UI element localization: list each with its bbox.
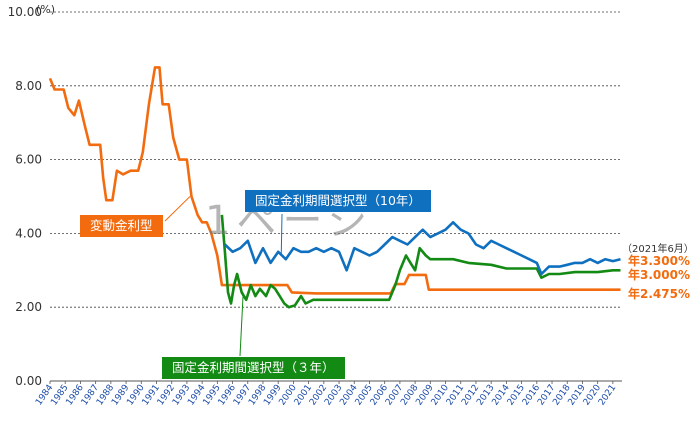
end-label-fixed-10: 年3.300% — [628, 254, 690, 268]
leader-variable-rate — [164, 196, 191, 222]
x-tick-label: 2021 — [597, 383, 618, 407]
callout-variable-rate: 変動金利型 — [80, 215, 163, 237]
end-label-variable: 年2.475% — [628, 287, 690, 301]
end-label-fixed-3: 年3.000% — [628, 268, 690, 282]
callout-fixed-10-year: 固定金利期間選択型（10年） — [245, 190, 431, 212]
y-tick-label: 4.00 — [15, 226, 42, 240]
x-axis-ticks: 1984198519861987198819891990199119921993… — [34, 381, 618, 407]
y-axis-ticks: 0.00 2.00 4.00 6.00 8.00 10.00 — [8, 5, 42, 388]
y-tick-label: 10.00 — [8, 5, 42, 19]
y-axis-unit: (%) — [36, 3, 55, 16]
grid-lines — [50, 11, 622, 382]
leader-fixed-3-year — [239, 292, 244, 357]
series-lines — [48, 66, 621, 309]
callout-fixed-3-year: 固定金利期間選択型（３年） — [162, 357, 345, 379]
series-line-variable-rate — [48, 66, 621, 295]
y-tick-label: 0.00 — [15, 374, 42, 388]
y-tick-label: 6.00 — [15, 153, 42, 167]
leader-fixed-10-year — [280, 213, 283, 256]
as-of-date: （2021年6月） — [622, 244, 694, 255]
series-line-fixed-10-year — [224, 221, 621, 276]
y-tick-label: 2.00 — [15, 300, 42, 314]
y-tick-label: 8.00 — [15, 79, 42, 93]
callout-leader-lines — [164, 196, 283, 357]
series-line-fixed-3-year — [220, 214, 621, 309]
